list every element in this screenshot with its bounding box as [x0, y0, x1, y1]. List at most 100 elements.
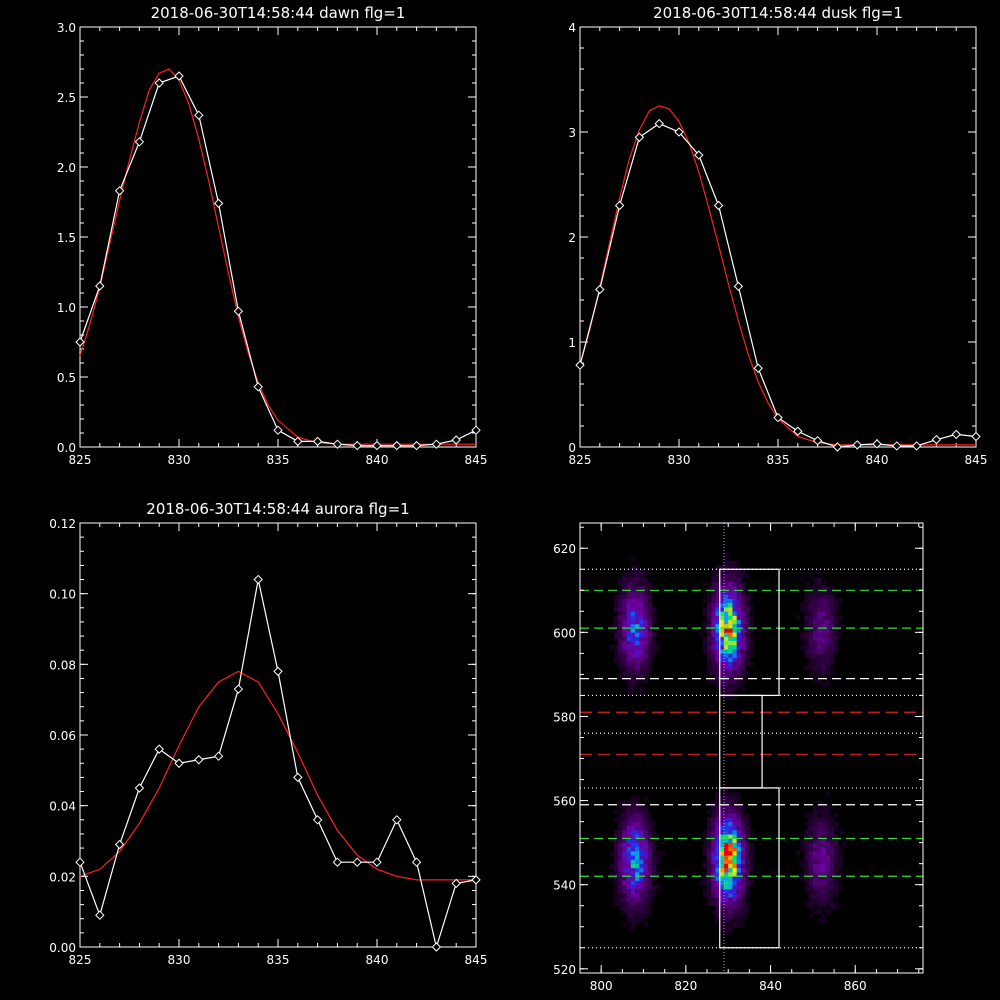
chart-title: 2018-06-30T14:58:44 dusk flg=1 — [653, 4, 903, 22]
heatmap-cell — [821, 640, 826, 646]
heatmap-cell — [736, 914, 742, 919]
heatmap-cell — [732, 577, 737, 583]
heatmap-cell — [639, 817, 644, 822]
heatmap-cell — [656, 859, 661, 864]
heatmap-cell — [817, 577, 822, 583]
heatmap-cell — [804, 598, 809, 604]
heatmap-cell — [711, 842, 716, 848]
heatmap-cell — [736, 607, 742, 612]
heatmap-cell — [719, 838, 725, 843]
heatmap-cell — [643, 573, 649, 578]
heatmap-cell — [651, 863, 657, 869]
heatmap-cell — [812, 872, 818, 877]
heatmap-cell — [698, 632, 704, 637]
heatmap-cell — [834, 640, 839, 646]
heatmap-cell — [736, 804, 742, 810]
heatmap-cell — [651, 632, 657, 637]
heatmap-cell — [715, 565, 721, 570]
heatmap-cell — [639, 897, 644, 902]
heatmap-cell — [812, 602, 818, 608]
heatmap-cell — [707, 867, 712, 873]
heatmap-cell — [651, 855, 657, 860]
heatmap-cell — [618, 602, 623, 608]
heatmap-cell — [626, 636, 632, 642]
heatmap-cell — [821, 851, 826, 856]
heatmap-cell — [711, 636, 716, 642]
heatmap-cell — [622, 872, 627, 877]
heatmap-cell — [618, 674, 623, 679]
heatmap-cell — [829, 897, 835, 902]
heatmap-cell — [635, 640, 640, 646]
heatmap-cell — [618, 846, 623, 852]
y-tick-label: 1 — [568, 336, 576, 350]
heatmap-cell — [808, 838, 814, 843]
heatmap-cell — [808, 863, 814, 869]
heatmap-cell — [736, 674, 742, 679]
heatmap-cell — [812, 821, 818, 827]
heatmap-cell — [808, 586, 814, 591]
heatmap-cell — [749, 619, 754, 625]
heatmap-cell — [723, 569, 729, 574]
heatmap-cell — [707, 649, 712, 654]
heatmap-cell — [736, 834, 742, 839]
heatmap-cell — [626, 577, 632, 583]
heatmap-cell — [745, 594, 750, 600]
heatmap-cell — [749, 834, 754, 839]
heatmap-cell — [812, 813, 818, 818]
heatmap-cell — [635, 598, 640, 604]
heatmap-cell — [829, 649, 835, 654]
heatmap-cell — [643, 665, 649, 671]
y-tick-label: 1.5 — [57, 231, 76, 245]
heatmap-cell — [643, 914, 649, 919]
heatmap-cell — [643, 632, 649, 637]
heatmap-cell — [618, 901, 623, 907]
heatmap-cell — [643, 577, 649, 583]
heatmap-cell — [630, 565, 636, 570]
heatmap-cell — [613, 636, 619, 642]
heatmap-cell — [639, 846, 644, 852]
data-point — [411, 857, 422, 867]
heatmap-cell — [639, 661, 644, 667]
heatmap-cell — [817, 602, 822, 608]
heatmap-cell — [834, 649, 839, 654]
heatmap-cell — [647, 838, 653, 843]
heatmap-cell — [825, 682, 831, 688]
heatmap-cell — [728, 560, 733, 566]
heatmap-cell — [618, 867, 623, 873]
heatmap-cell — [834, 628, 839, 633]
heatmap-cell — [630, 577, 636, 583]
heatmap-cell — [635, 665, 640, 671]
heatmap-cell — [834, 602, 839, 608]
heatmap-cell — [707, 665, 712, 671]
heatmap-cell — [812, 611, 818, 616]
heatmap-cell — [808, 867, 814, 873]
heatmap-cell — [622, 838, 627, 843]
heatmap-cell — [812, 817, 818, 822]
heatmap-cell — [728, 665, 733, 671]
heatmap-cell — [715, 804, 721, 810]
heatmap-cell — [817, 594, 822, 600]
heatmap-cell — [630, 687, 636, 692]
heatmap-cell — [829, 838, 835, 843]
heatmap-cell — [740, 842, 746, 848]
heatmap-cell — [630, 800, 636, 806]
heatmap-cell — [626, 632, 632, 637]
heatmap-cell — [838, 830, 843, 835]
heatmap-cell — [821, 611, 826, 616]
heatmap-cell — [613, 872, 619, 877]
heatmap-cell — [825, 893, 831, 898]
heatmap-cell — [639, 611, 644, 616]
heatmap-cell — [749, 649, 754, 654]
heatmap-cell — [732, 682, 737, 688]
heatmap-cell — [829, 893, 835, 898]
heatmap-cell — [711, 586, 716, 591]
data-point — [372, 857, 382, 867]
heatmap-cell — [732, 649, 737, 654]
heatmap-cell — [630, 863, 636, 869]
heatmap-cell — [643, 657, 649, 663]
heatmap-cell — [647, 905, 653, 911]
heatmap-cell — [707, 897, 712, 902]
heatmap-cell — [618, 649, 623, 654]
heatmap-cell — [800, 859, 805, 864]
heatmap-cell — [732, 804, 737, 810]
